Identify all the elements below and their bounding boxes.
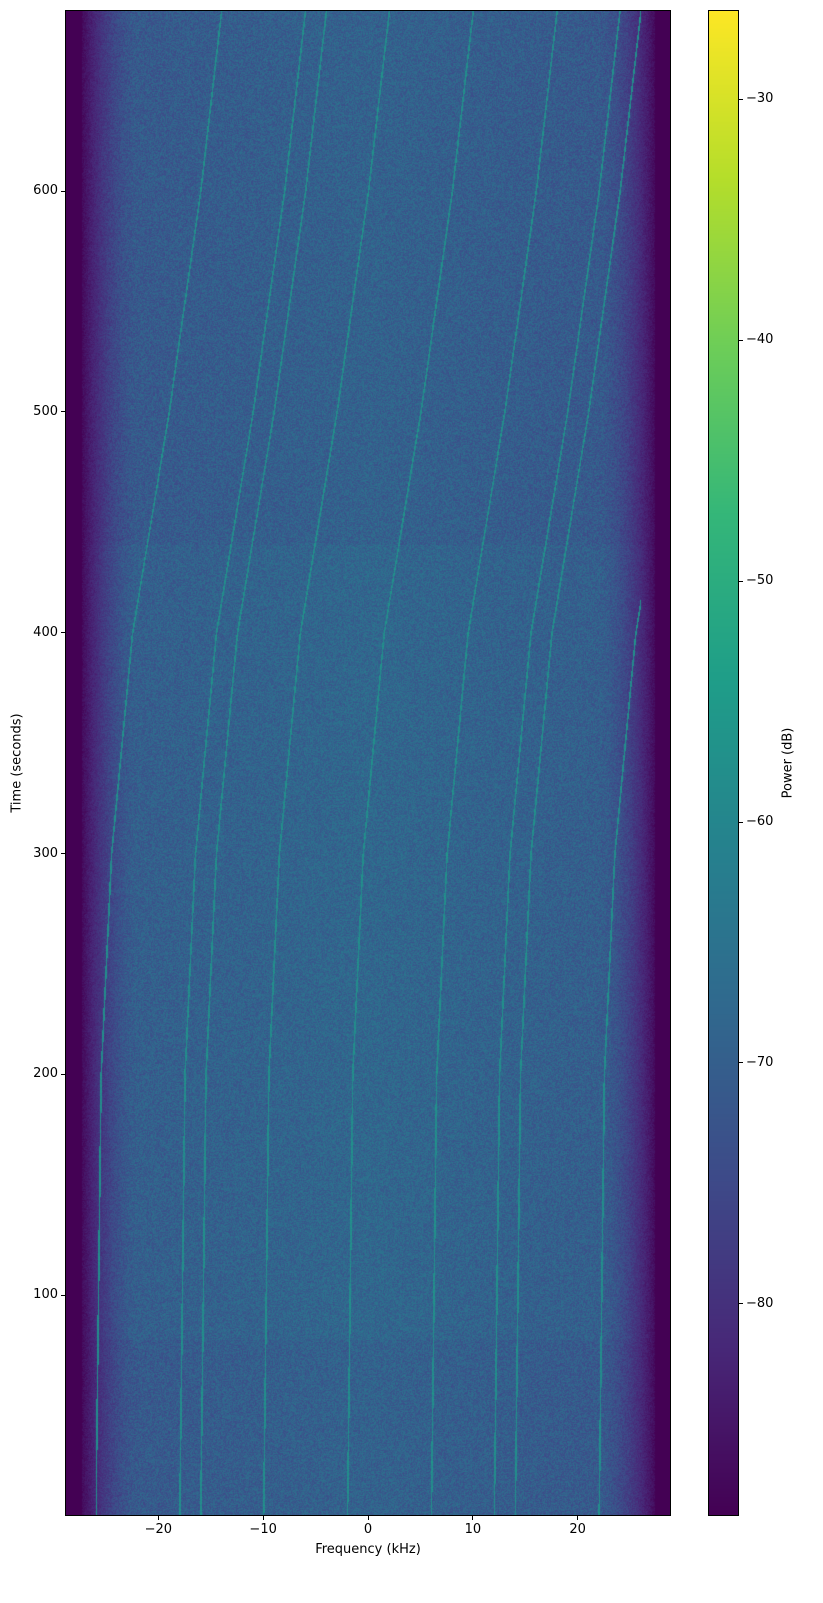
y-tick (61, 853, 65, 855)
y-tick (61, 632, 65, 634)
colorbar-tick (739, 1303, 743, 1305)
y-axis-label: Time (seconds) (9, 713, 25, 813)
x-tick (262, 1516, 264, 1520)
spectrogram-image (65, 10, 671, 1516)
y-tick (61, 1294, 65, 1296)
colorbar-tick-label: −30 (746, 91, 774, 107)
colorbar-tick-label: −60 (746, 814, 774, 830)
colorbar-tick-label: −40 (746, 332, 774, 348)
colorbar-tick-label: −70 (746, 1054, 774, 1070)
y-tick-label: 500 (33, 403, 58, 419)
y-tick (61, 1073, 65, 1075)
x-tick (157, 1516, 159, 1520)
x-tick-label: −20 (144, 1522, 173, 1537)
y-tick-label: 100 (33, 1287, 58, 1303)
colorbar-tick (739, 339, 743, 341)
x-tick-label: −10 (249, 1522, 277, 1537)
colorbar-label: Power (dB) (780, 727, 796, 799)
colorbar-tick (739, 580, 743, 582)
plot-area (65, 10, 671, 1516)
y-tick-label: 300 (33, 845, 58, 861)
y-tick (61, 190, 65, 192)
colorbar-tick-label: −80 (746, 1295, 774, 1311)
x-tick (472, 1516, 474, 1520)
y-tick-label: 200 (33, 1066, 58, 1082)
colorbar-tick (739, 821, 743, 823)
x-axis-label: Frequency (kHz) (315, 1542, 421, 1557)
x-tick-label: 0 (363, 1522, 373, 1537)
colorbar-tick (739, 98, 743, 100)
x-tick (577, 1516, 579, 1520)
colorbar (708, 10, 739, 1516)
y-tick (61, 411, 65, 413)
y-tick-label: 400 (33, 624, 58, 640)
colorbar-tick-label: −50 (746, 573, 774, 589)
colorbar-tick (739, 1062, 743, 1064)
x-tick-label: 20 (569, 1522, 586, 1537)
y-tick-label: 600 (33, 183, 58, 199)
x-tick (367, 1516, 369, 1520)
x-tick-label: 10 (464, 1522, 482, 1537)
